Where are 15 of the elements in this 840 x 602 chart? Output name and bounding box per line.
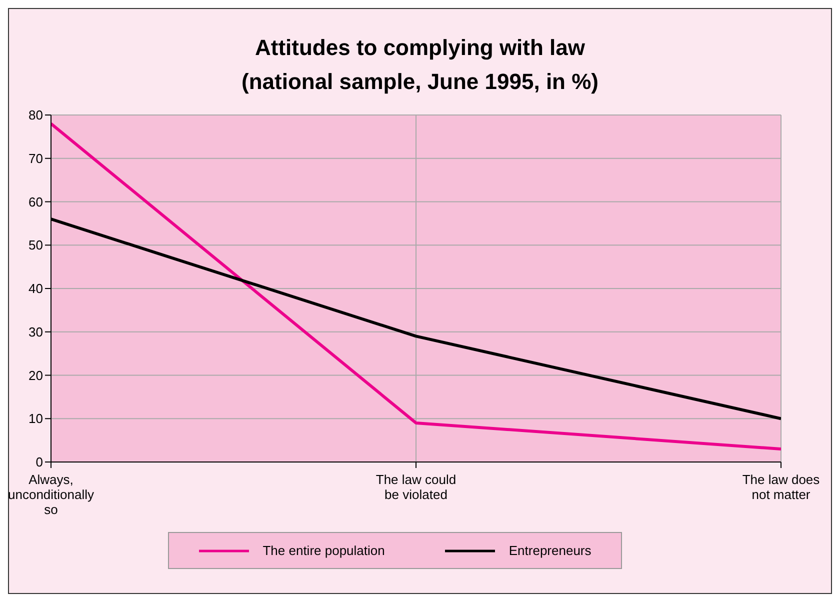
y-tick-label: 50 (28, 238, 43, 253)
x-tick-label: The law does not matter (742, 472, 820, 502)
y-tick-label: 0 (36, 454, 43, 470)
y-tick-label: 20 (28, 368, 43, 383)
legend-label: The entire population (262, 543, 385, 558)
y-tick-label: 80 (28, 108, 43, 123)
y-tick-label: 40 (28, 281, 43, 296)
y-tick-label: 70 (28, 150, 43, 166)
x-tick-label: The law could be violated (376, 472, 456, 502)
y-tick-label: 10 (28, 411, 43, 426)
x-tick-label: Always, unconditionally so (8, 472, 94, 517)
chart-title: Attitudes to complying with law (national sample, June 1995, in %) (240, 34, 600, 96)
legend-label: Entrepreneurs (508, 543, 592, 558)
y-tick-label: 30 (28, 324, 43, 340)
y-tick-label: 60 (28, 194, 43, 210)
